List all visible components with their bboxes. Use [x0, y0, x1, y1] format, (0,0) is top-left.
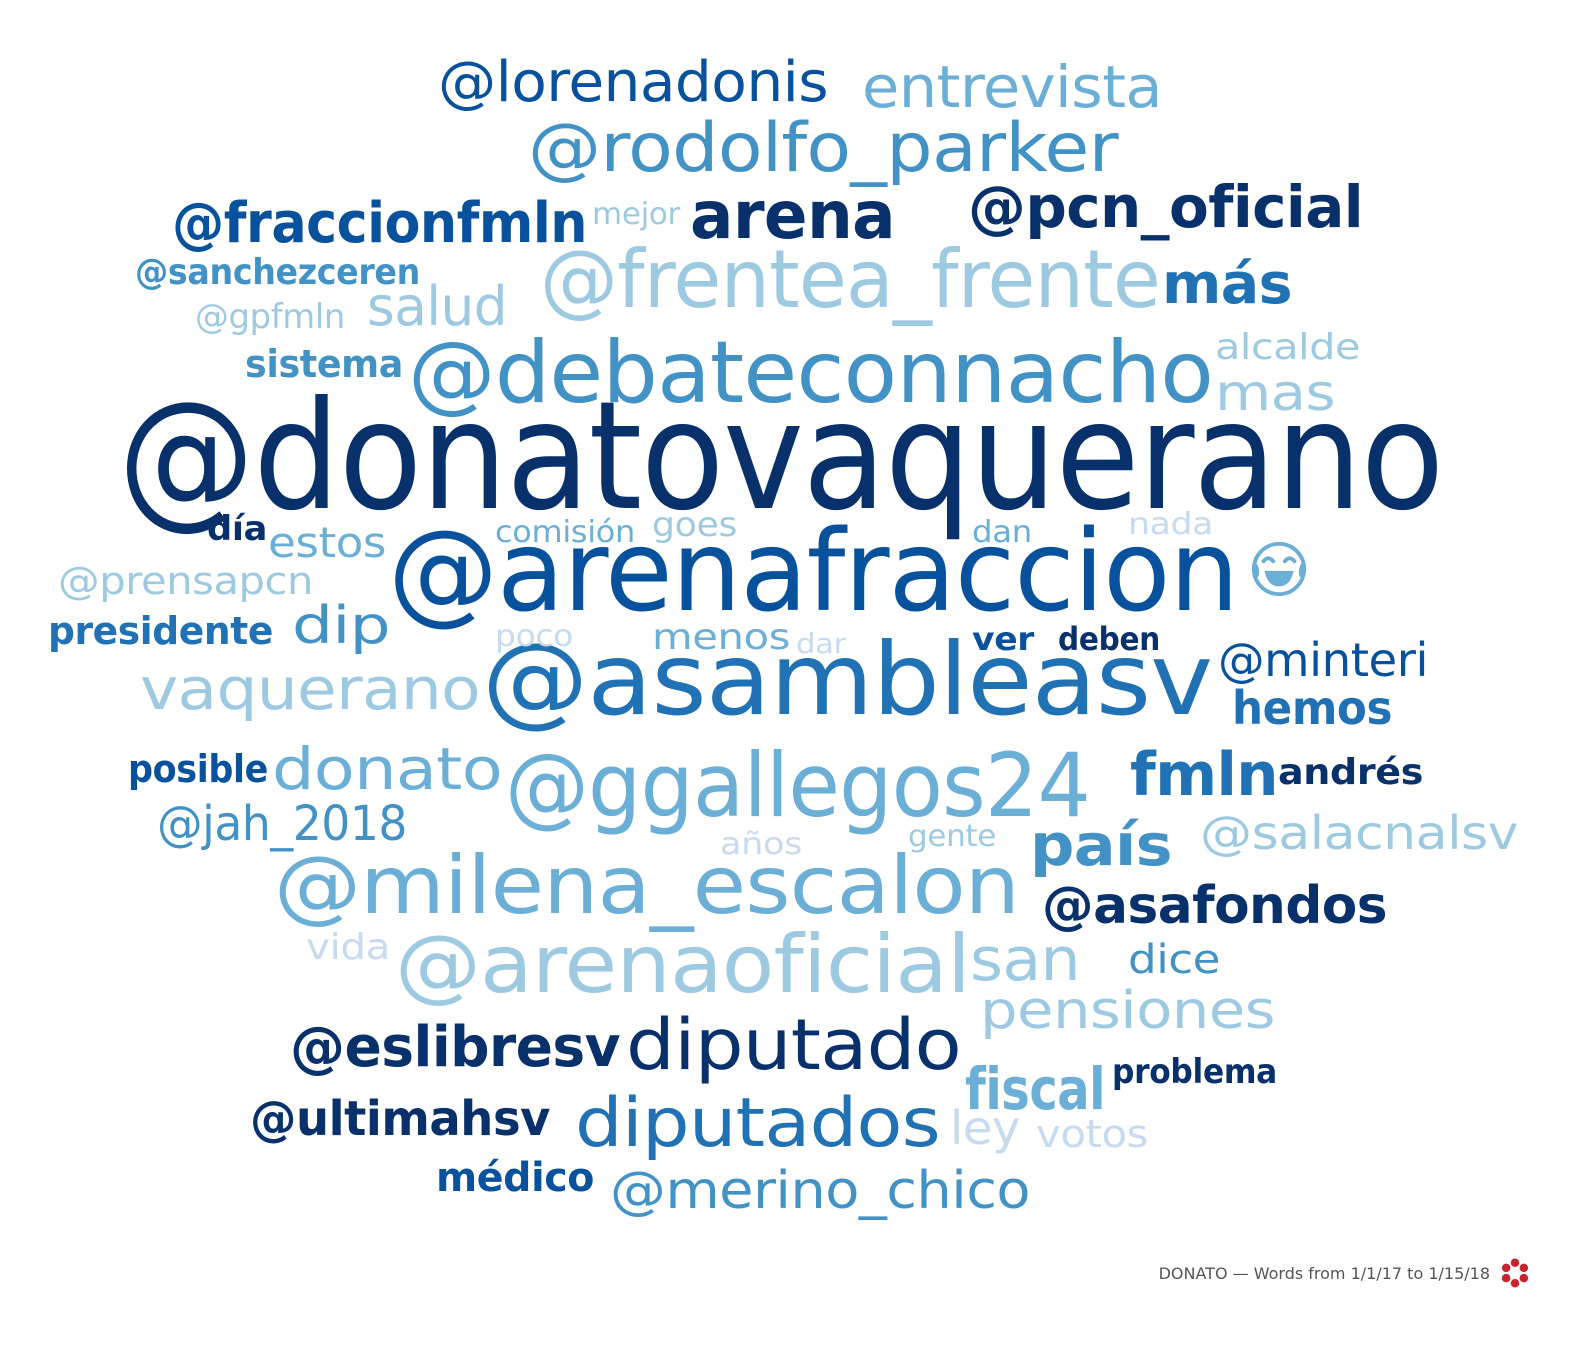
- cloud-word: @ultimahsv: [250, 1091, 551, 1147]
- cloud-word: @milena_escalon: [274, 839, 1020, 932]
- cloud-word: donato: [272, 735, 503, 803]
- flower-logo-icon: [1501, 1258, 1529, 1288]
- cloud-word: salud: [367, 275, 508, 338]
- cloud-word: @gpfmln: [195, 297, 345, 337]
- cloud-word: sistema: [245, 342, 403, 386]
- cloud-word: fmln: [1130, 740, 1279, 810]
- cloud-word: @frentea_frente: [540, 233, 1161, 326]
- cloud-word: posible: [128, 747, 269, 791]
- cloud-word: @eslibresv: [290, 1015, 621, 1080]
- cloud-word: goes: [652, 505, 738, 545]
- cloud-word: @rodolfo_parker: [528, 109, 1119, 188]
- cloud-word: andrés: [1278, 752, 1423, 793]
- cloud-word: @asafondos: [1042, 876, 1388, 936]
- cloud-word: diputados: [575, 1084, 941, 1163]
- cloud-word: @donatovaquerano: [118, 370, 1444, 544]
- cloud-word: comisión: [495, 515, 635, 550]
- cloud-word: vida: [306, 927, 391, 968]
- cloud-word: dice: [1128, 937, 1220, 983]
- cloud-word: dan: [972, 515, 1033, 550]
- cloud-word: @sanchezceren: [135, 252, 420, 293]
- cloud-word: @arenaoficial: [395, 918, 971, 1011]
- cloud-word: @salacnalsv: [1200, 806, 1519, 860]
- cloud-word: más: [1162, 252, 1293, 317]
- cloud-word: @jah_2018: [157, 796, 407, 852]
- cloud-word: poco: [495, 619, 574, 654]
- cloud-word: mas: [1215, 364, 1336, 422]
- cloud-word: problema: [1112, 1052, 1277, 1092]
- cloud-word: menos: [652, 617, 790, 658]
- cloud-word: hemos: [1232, 681, 1392, 735]
- cloud-word: @ggallegos24: [505, 734, 1091, 837]
- cloud-word: @arenafraccion: [388, 507, 1239, 637]
- cloud-word: @prensapcn: [58, 559, 313, 603]
- cloud-word: dip: [292, 596, 391, 656]
- cloud-word: pensiones: [980, 981, 1276, 1041]
- cloud-word: gente: [908, 819, 996, 854]
- cloud-word: @debateconnacho: [408, 323, 1214, 423]
- cloud-word: @asambleasv: [482, 621, 1213, 738]
- cloud-word: ley: [950, 1101, 1021, 1155]
- cloud-word: mejor: [592, 197, 680, 232]
- cloud-word: diputado: [626, 1004, 962, 1086]
- cloud-word: @minteri: [1218, 633, 1428, 687]
- cloud-word: @merino_chico: [610, 1161, 1031, 1221]
- cloud-word: entrevista: [862, 53, 1163, 121]
- cloud-word: estos: [268, 518, 386, 567]
- cloud-word: votos: [1036, 1112, 1148, 1156]
- tears-of-joy-emoji-icon: [1251, 541, 1307, 597]
- footer: DONATO — Words from 1/1/17 to 1/15/18: [1159, 1256, 1532, 1290]
- cloud-word: vaquerano: [140, 655, 481, 723]
- cloud-word: @lorenadonis: [438, 50, 829, 115]
- cloud-word: alcalde: [1215, 327, 1361, 368]
- cloud-word: años: [720, 827, 803, 862]
- cloud-word: @pcn_oficial: [968, 173, 1364, 241]
- cloud-word: san: [970, 925, 1081, 995]
- cloud-word: arena: [690, 177, 896, 254]
- footer-caption: DONATO — Words from 1/1/17 to 1/15/18: [1158, 1263, 1490, 1283]
- cloud-word: médico: [436, 1155, 595, 1201]
- cloud-word: dar: [796, 627, 847, 660]
- cloud-word: presidente: [48, 609, 274, 653]
- cloud-word: @fraccionfmln: [172, 191, 588, 256]
- cloud-word: deben: [1058, 620, 1161, 658]
- cloud-word: ver: [972, 620, 1034, 658]
- cloud-word: fiscal: [965, 1055, 1106, 1123]
- cloud-word: nada: [1128, 507, 1213, 542]
- cloud-word: país: [1030, 811, 1173, 879]
- cloud-word: día: [207, 509, 268, 549]
